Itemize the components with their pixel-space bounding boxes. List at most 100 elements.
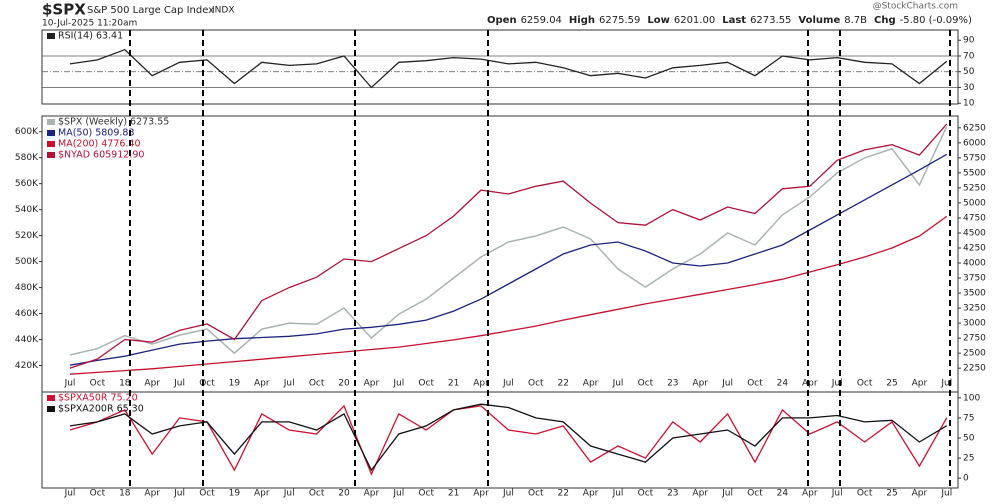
x-tick-label: Oct (199, 489, 215, 499)
y-tick-label: 90 (963, 36, 975, 46)
x-tick-label: Oct (309, 379, 325, 389)
x-tick-label: Oct (418, 379, 434, 389)
x-tick-label: Apr (802, 379, 818, 389)
y-tick-label: 3500 (963, 289, 986, 299)
series-line (69, 153, 948, 366)
series-line (69, 403, 948, 472)
y-tick-label: 420K (15, 361, 39, 371)
quote-label: Open (487, 15, 517, 26)
y-tick-label: 460K (15, 309, 39, 319)
x-tick-label: Oct (747, 379, 763, 389)
x-tick-label: 24 (777, 379, 789, 389)
credit: @StockCharts.com (873, 2, 958, 12)
x-tick-label: Jul (502, 379, 514, 389)
y-tick-label: 50 (963, 433, 975, 443)
y-tick-label: 600K (15, 127, 39, 137)
x-tick-label: Jul (612, 379, 624, 389)
y-tick-label: 2250 (963, 364, 986, 374)
x-tick-label: Jul (721, 489, 733, 499)
x-tick-label: Apr (144, 379, 160, 389)
x-tick-label: Jul (173, 379, 185, 389)
legend-swatch (47, 406, 55, 412)
legend-swatch (47, 130, 55, 136)
x-tick-label: Oct (309, 489, 325, 499)
y-tick-label: 3750 (963, 274, 986, 284)
x-tick-label: Oct (747, 489, 763, 499)
y-tick-label: 4750 (963, 213, 986, 223)
quote-value: 8.7B (844, 15, 867, 26)
quote-value: -5.80 (-0.09%) (900, 15, 972, 26)
legend-swatch (47, 33, 55, 39)
series-line (69, 48, 948, 89)
y-tick-label: 5000 (963, 198, 986, 208)
exchange: INDX (212, 6, 234, 16)
y-tick-label: 6250 (963, 123, 986, 133)
x-tick-label: 20 (338, 489, 350, 499)
y-tick-label: 500K (15, 257, 39, 267)
legend-label: $NYAD 605912.90 (58, 150, 144, 161)
x-tick-label: Oct (90, 379, 106, 389)
x-tick-label: 21 (448, 489, 459, 499)
series-line (69, 123, 948, 369)
x-tick-label: Apr (692, 379, 708, 389)
x-tick-label: Apr (583, 379, 599, 389)
x-tick-label: 18 (119, 489, 131, 499)
x-tick-label: Oct (638, 379, 654, 389)
legend-swatch (47, 119, 55, 125)
y-tick-label: 520K (15, 231, 39, 241)
y-tick-label: 4250 (963, 243, 986, 253)
x-tick-label: Oct (90, 489, 106, 499)
x-tick-label: Oct (528, 379, 544, 389)
x-tick-label: Jul (721, 379, 733, 389)
x-tick-label: Jul (283, 489, 295, 499)
x-tick-label: Apr (364, 379, 380, 389)
y-tick-label: 2500 (963, 349, 986, 359)
y-tick-label: 480K (15, 283, 39, 293)
legend-label: RSI(14) 63.41 (58, 31, 123, 42)
legend-swatch (47, 395, 55, 401)
y-tick-label: 3250 (963, 304, 986, 314)
legend-label: MA(200) 4776.40 (58, 139, 141, 150)
y-tick-label: 10 (963, 99, 975, 109)
y-tick-label: 30 (963, 83, 975, 93)
x-tick-label: Jul (392, 379, 404, 389)
series-line (69, 126, 948, 356)
y-tick-label: 580K (15, 153, 39, 163)
quote-label: Volume (798, 15, 840, 26)
y-tick-label: 6000 (963, 138, 986, 148)
y-tick-label: 560K (15, 179, 39, 189)
x-tick-label: Jul (64, 379, 76, 389)
x-tick-label: Apr (473, 379, 489, 389)
x-tick-label: 22 (557, 379, 568, 389)
x-tick-label: Jul (173, 489, 185, 499)
y-tick-label: 540K (15, 205, 39, 215)
legend-swatch (47, 141, 55, 147)
legend-label: $SPXA200R 65.30 (58, 404, 144, 415)
y-tick-label: 3000 (963, 319, 986, 329)
panel (41, 391, 959, 489)
x-tick-label: 25 (886, 489, 897, 499)
legend-label: MA(50) 5809.83 (58, 128, 135, 139)
y-tick-label: 0 (963, 474, 969, 484)
date: 10-Jul-2025 11:20am (42, 19, 137, 29)
legend-swatch (47, 152, 55, 158)
y-tick-label: 2750 (963, 334, 986, 344)
x-tick-label: Apr (254, 379, 270, 389)
x-tick-label: Apr (583, 489, 599, 499)
x-tick-label: 24 (777, 489, 789, 499)
quote-value: 6201.00 (674, 15, 715, 26)
x-tick-label: Jul (831, 379, 843, 389)
x-tick-label: Jul (831, 489, 843, 499)
x-tick-label: Apr (912, 489, 928, 499)
series-line (69, 215, 948, 375)
x-tick-label: Oct (857, 489, 873, 499)
legend-label: $SPX (Weekly) 6273.55 (58, 117, 169, 128)
y-tick-label: 5500 (963, 168, 986, 178)
x-tick-label: 19 (229, 379, 241, 389)
quote-value: 6273.55 (750, 15, 791, 26)
x-tick-label: Jul (940, 379, 952, 389)
x-tick-label: Oct (857, 379, 873, 389)
x-tick-label: Apr (912, 379, 928, 389)
